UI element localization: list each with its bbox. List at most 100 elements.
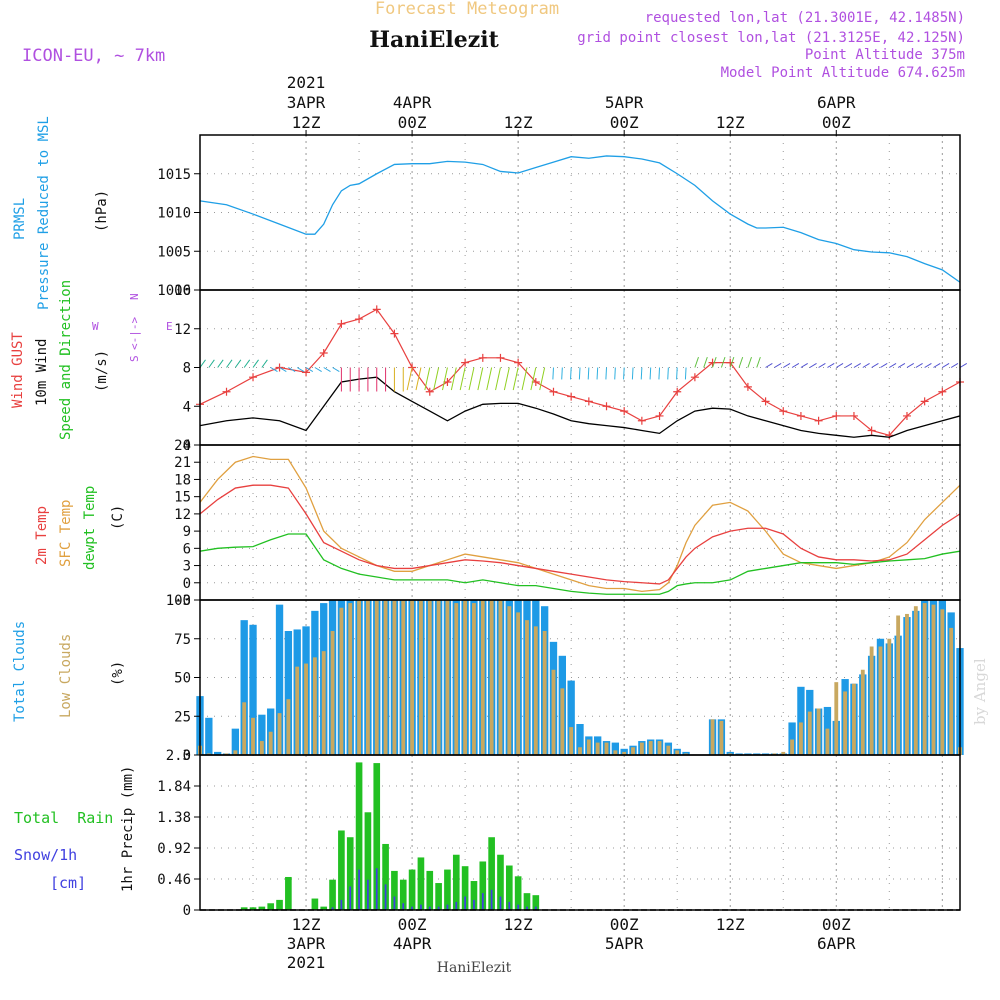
wind-labels: Wind GUST 10m Wind Speed and Direction (… xyxy=(10,280,173,440)
low-cloud-bar xyxy=(551,669,556,755)
wind-arrow xyxy=(305,367,314,373)
location-title: HaniElezit xyxy=(369,27,499,53)
rain-bar xyxy=(364,812,372,910)
wind-arrow xyxy=(942,362,950,368)
rain-bar xyxy=(497,854,504,910)
wind-arrow xyxy=(503,367,510,391)
sfc-temp-line xyxy=(199,455,961,593)
rain-bar xyxy=(355,762,363,910)
low-cloud-bar xyxy=(339,607,344,755)
time-label-top: 3APR xyxy=(287,93,326,112)
wind-arrow xyxy=(694,356,699,368)
low-cloud-bar xyxy=(622,751,627,755)
low-cloud-bar xyxy=(807,711,812,755)
low-cloud-bar xyxy=(613,750,618,755)
watermark: by Angel xyxy=(971,658,989,725)
gust-marker xyxy=(832,411,841,420)
snow-bar xyxy=(375,868,378,910)
wind-arrow xyxy=(915,362,923,368)
snow-bar xyxy=(349,886,352,910)
wind-arrow xyxy=(323,367,331,373)
gust-marker xyxy=(390,329,399,338)
low-cloud-bar xyxy=(648,741,653,755)
low-cloud-bar xyxy=(348,603,353,755)
wind-arrow xyxy=(512,367,519,391)
panel-frame xyxy=(199,754,961,911)
wind-arrow xyxy=(880,362,888,368)
gust-marker xyxy=(478,353,487,362)
rain-bar xyxy=(276,899,283,910)
low-cloud-bar xyxy=(472,603,476,755)
rain-bar xyxy=(417,857,425,910)
y-tick-label: 6 xyxy=(183,541,191,557)
gust-marker xyxy=(302,368,311,377)
c-unit: (C) xyxy=(110,505,126,530)
forecast-title: Forecast Meteogram xyxy=(375,0,559,19)
wind-arrow xyxy=(889,362,897,368)
gust-marker xyxy=(726,358,735,367)
wind-arrow xyxy=(623,367,625,380)
time-label-top: 12Z xyxy=(504,113,533,132)
wind-arrow xyxy=(862,362,870,368)
rain-bar xyxy=(488,837,495,910)
wind-arrow xyxy=(296,367,305,373)
time-label-bottom: 12Z xyxy=(716,915,745,934)
low-cloud-bar xyxy=(206,753,211,755)
gust-marker xyxy=(867,426,876,435)
snow-bar xyxy=(411,906,413,910)
snow-bar xyxy=(464,896,466,910)
total-clouds-label: Total Clouds xyxy=(12,621,28,722)
gust-marker xyxy=(655,411,664,420)
total-cloud-bar xyxy=(735,753,743,755)
y-tick-label: 0 xyxy=(183,576,191,592)
time-label-top: 00Z xyxy=(610,113,639,132)
gust-marker xyxy=(222,387,231,396)
precip-labels: Total Rain Snow/1h [cm] 1hr Precip (mm) xyxy=(14,766,136,892)
low-cloud-bar xyxy=(781,751,786,755)
wind-arrow xyxy=(477,367,484,391)
total-cloud-bar xyxy=(240,620,248,755)
gust-marker xyxy=(708,358,717,367)
time-label-bottom: 00Z xyxy=(822,915,851,934)
wind-arrow xyxy=(468,367,475,391)
low-cloud-bar xyxy=(498,600,503,755)
wind-arrow xyxy=(450,367,457,391)
rain-bar xyxy=(285,876,292,910)
low-cloud-bar xyxy=(905,613,909,755)
rain-bar xyxy=(452,854,460,910)
low-cloud-bar xyxy=(860,669,865,755)
low-cloud-bar xyxy=(445,600,450,755)
wind-arrow xyxy=(747,356,752,368)
rain-bar xyxy=(240,907,248,910)
snow-bar xyxy=(428,906,431,910)
grid-layer xyxy=(199,135,960,911)
wind-speed-line xyxy=(199,376,961,438)
snow-bar xyxy=(340,899,343,910)
snow-label: Snow/1h xyxy=(14,846,77,864)
wind-arrow xyxy=(836,362,844,368)
rain-bar xyxy=(399,879,407,910)
dewpt-label: dewpt Temp xyxy=(82,486,98,570)
rain-bar xyxy=(444,869,451,910)
time-label-bottom: 4APR xyxy=(393,934,432,953)
low-cloud-bar xyxy=(631,747,635,755)
wind-arrow xyxy=(800,362,808,368)
percent-unit: (%) xyxy=(110,661,126,686)
wind-arrow xyxy=(199,359,206,368)
low-cloud-bar xyxy=(666,745,671,755)
gust-marker xyxy=(885,431,894,440)
y-tick-label: 12 xyxy=(174,507,191,523)
time-label-bottom: 12Z xyxy=(504,915,533,934)
pressure-line xyxy=(199,155,961,283)
requested-coords: requested lon,lat (21.3001E, 42.1485N) xyxy=(645,10,965,26)
t2m-line xyxy=(199,484,961,585)
rain-bar xyxy=(426,870,434,910)
low-cloud-bar xyxy=(259,741,264,755)
wind-arrow xyxy=(424,367,431,391)
data-layer xyxy=(196,155,968,911)
time-label-bottom: 12Z xyxy=(292,915,321,934)
wind-arrow xyxy=(332,367,340,373)
sfc-label: SFC Temp xyxy=(58,500,74,567)
low-cloud-bar xyxy=(463,600,468,755)
low-cloud-bar xyxy=(401,600,406,755)
